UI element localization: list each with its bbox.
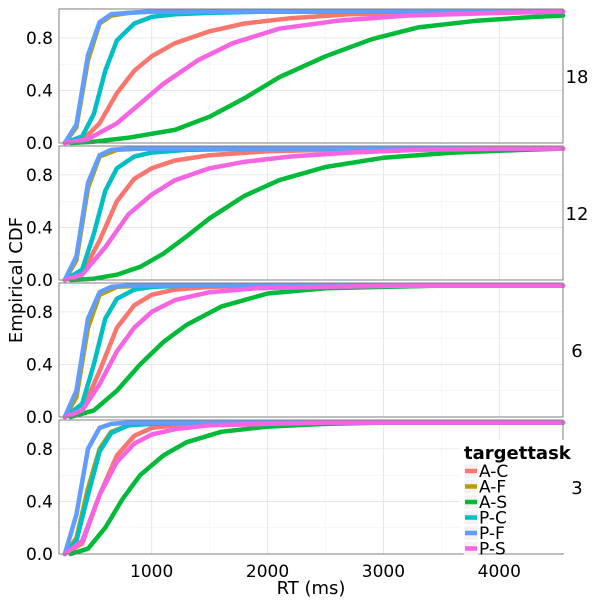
- y-tick-label: 0.4: [26, 218, 53, 238]
- facet-strip-label: 12: [566, 204, 589, 225]
- series-line-p-s: [62, 420, 566, 557]
- x-tick-label: 1000: [130, 562, 173, 582]
- series-line-p-s: [62, 146, 566, 283]
- legend-title: targettask: [464, 443, 572, 464]
- facet-strip-label: 6: [571, 341, 582, 362]
- legend-label: P-F: [479, 524, 505, 544]
- series-line-a-s: [68, 13, 566, 146]
- legend-label: A-S: [479, 493, 507, 513]
- series-line-p-s: [62, 283, 566, 420]
- panel-background: [59, 146, 563, 280]
- y-tick-label: 0.8: [26, 303, 53, 323]
- series-line-p-f: [62, 283, 566, 420]
- x-tick-label: 3000: [362, 562, 405, 582]
- series-line-p-f: [62, 146, 566, 283]
- panel-border: [58, 282, 564, 418]
- y-tick-label: 0.0: [26, 271, 53, 291]
- x-tick-label: 4000: [478, 562, 521, 582]
- y-tick-label: 0.0: [26, 545, 53, 565]
- series-line-a-s: [68, 146, 566, 283]
- legend-label: P-S: [479, 540, 506, 560]
- series-line-p-f: [62, 9, 566, 146]
- y-tick-label: 0.8: [26, 29, 53, 49]
- panel-background: [59, 283, 563, 417]
- y-tick-label: 0.0: [26, 134, 53, 154]
- facet-strip-label: 3: [571, 478, 582, 499]
- x-axis-title: RT (ms): [277, 578, 346, 599]
- legend-label: A-C: [479, 462, 508, 482]
- series-line-p-s: [62, 9, 566, 146]
- panel-background: [59, 9, 563, 143]
- panel-border: [58, 8, 564, 144]
- y-tick-label: 0.8: [26, 440, 53, 460]
- y-tick-label: 0.4: [26, 81, 53, 101]
- x-tick-label: 2000: [246, 562, 289, 582]
- y-axis-title: Empirical CDF: [6, 217, 27, 343]
- y-tick-label: 0.8: [26, 166, 53, 186]
- facet-strip-label: 18: [566, 67, 589, 88]
- legend-label: P-C: [479, 509, 507, 529]
- panel-border: [58, 145, 564, 281]
- y-tick-label: 0.4: [26, 355, 53, 375]
- legend-label: A-F: [479, 478, 506, 498]
- series-line-p-f: [62, 420, 566, 557]
- y-tick-label: 0.4: [26, 492, 53, 512]
- y-tick-label: 0.0: [26, 408, 53, 428]
